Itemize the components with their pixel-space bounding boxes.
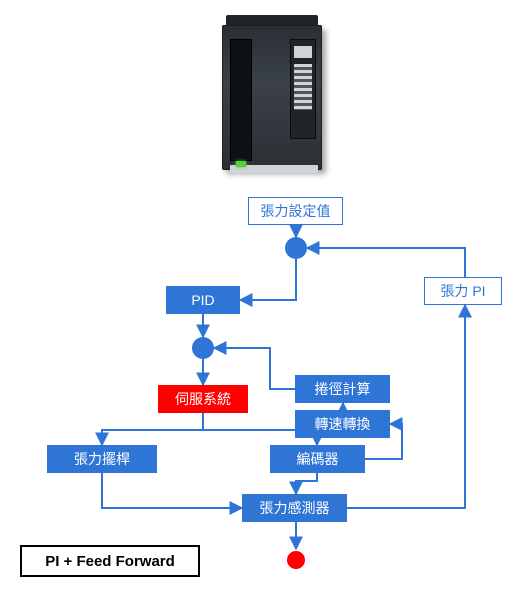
caption-pi-feedforward: PI + Feed Forward (20, 545, 200, 577)
output-sink (287, 551, 305, 569)
node-encoder: 編碼器 (270, 445, 365, 473)
node-tension-lever: 張力擺桿 (47, 445, 157, 473)
edge-sumtop-to-pid (240, 259, 296, 300)
node-diameter-calc: 捲徑計算 (295, 375, 390, 403)
edge-branch-to-lever (102, 430, 203, 445)
node-speed-convert: 轉速轉換 (295, 410, 390, 438)
edge-sensor-to-pi (347, 305, 465, 508)
edge-encoder-to-sensor (296, 473, 317, 494)
edge-pi-to-sumtop (307, 248, 465, 277)
node-tension-setpoint: 張力設定值 (248, 197, 343, 225)
sum-junction-top (285, 237, 307, 259)
edge-lever-to-sensor (102, 473, 242, 508)
node-tension-pi: 張力 PI (424, 277, 502, 305)
node-servo-system: 伺服系統 (158, 385, 248, 413)
edge-diam-to-summid (214, 348, 295, 389)
sum-junction-mid (192, 337, 214, 359)
node-tension-sensor: 張力感測器 (242, 494, 347, 522)
node-pid: PID (166, 286, 240, 314)
